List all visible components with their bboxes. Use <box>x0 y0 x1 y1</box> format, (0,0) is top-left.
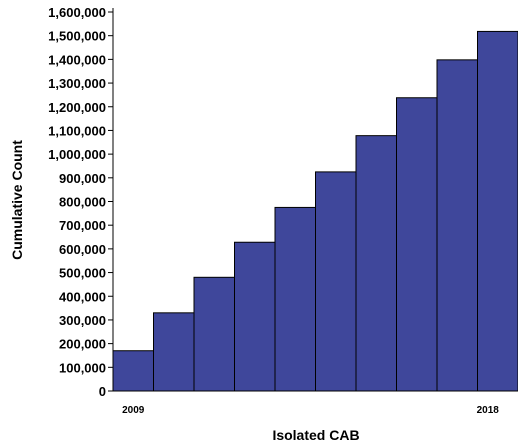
y-tick-label: 500,000 <box>59 266 106 281</box>
x-axis-title: Isolated CAB <box>272 427 359 443</box>
y-tick-label: 1,400,000 <box>48 52 106 67</box>
bar-2016 <box>396 97 438 392</box>
y-tick-label: 100,000 <box>59 360 106 375</box>
y-tick-label: 1,500,000 <box>48 29 106 44</box>
x-tick-label-first: 2009 <box>122 405 145 416</box>
y-tick-label: 0 <box>99 384 106 399</box>
y-tick-label: 600,000 <box>59 242 106 257</box>
y-tick-label: 1,200,000 <box>48 100 106 115</box>
bar-2015 <box>355 135 397 392</box>
y-axis-ticks: 0 100,000 200,000 300,000 400,000 500,000 600,… <box>48 5 113 399</box>
y-tick-label: 1,600,000 <box>48 5 106 20</box>
y-tick-label: 1,000,000 <box>48 147 106 162</box>
x-axis-ticks: 2009 2018 <box>122 405 499 416</box>
y-tick-label: 300,000 <box>59 313 106 328</box>
bar-2014 <box>315 171 357 392</box>
y-tick-label: 200,000 <box>59 337 106 352</box>
y-tick-label: 900,000 <box>59 171 106 186</box>
bar-2010 <box>153 312 195 392</box>
y-tick-label: 400,000 <box>59 289 106 304</box>
bar-2011 <box>193 276 235 392</box>
bars-group <box>112 30 518 392</box>
y-tick-label: 700,000 <box>59 218 106 233</box>
y-tick-label: 1,300,000 <box>48 76 106 91</box>
bar-2017 <box>436 59 478 392</box>
bar-2013 <box>274 206 316 392</box>
y-tick-label: 800,000 <box>59 195 106 210</box>
y-axis-title: Cumulative Count <box>9 140 25 260</box>
bar-2018 <box>477 30 518 392</box>
bar-2012 <box>234 241 276 392</box>
bar-2009 <box>112 350 154 392</box>
y-tick-label: 1,100,000 <box>48 123 106 138</box>
x-tick-label-last: 2018 <box>477 405 500 416</box>
